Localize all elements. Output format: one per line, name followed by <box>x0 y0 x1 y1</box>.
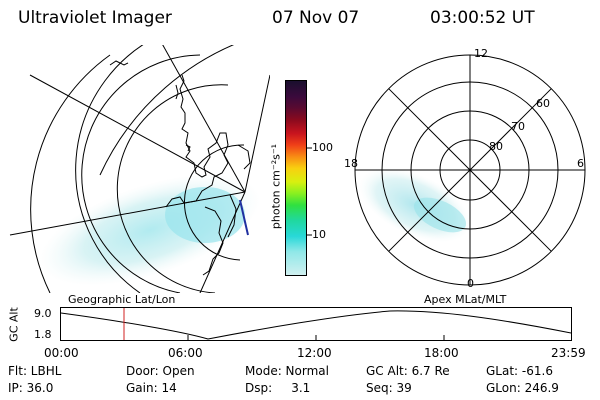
geo-map-label: Geographic Lat/Lon <box>68 293 176 306</box>
terminator-line <box>239 199 249 236</box>
geographic-map <box>9 45 270 293</box>
altitude-ylabel: GC Alt <box>7 307 21 342</box>
polar-label: Apex MLat/MLT <box>424 293 507 306</box>
graticule <box>9 45 270 293</box>
header-date: 07 Nov 07 <box>272 8 360 28</box>
altitude-xtick-2: 12:00 <box>297 346 332 360</box>
altitude-curve <box>60 310 572 340</box>
status-dsp: Dsp: 3.1 <box>245 381 311 395</box>
altitude-xtick-3: 18:00 <box>424 346 459 360</box>
polar-lat-80: 80 <box>489 140 503 153</box>
polar-lat-60: 60 <box>536 97 550 110</box>
polar-aurora-core <box>413 197 467 233</box>
altitude-plot-frame <box>60 307 572 341</box>
coastlines <box>109 60 251 276</box>
polar-mlt-0: 0 <box>467 277 474 290</box>
altitude-plot <box>60 307 572 341</box>
altitude-ytick-max: 9.0 <box>34 307 52 320</box>
status-door: Door: Open <box>126 364 195 378</box>
polar-mlt-6: 6 <box>577 157 584 170</box>
status-mode: Mode: Normal <box>245 364 329 378</box>
status-gc-alt: GC Alt: 6.7 Re <box>366 364 450 378</box>
altitude-xtick-4: 23:59 <box>551 346 586 360</box>
instrument-title: Ultraviolet Imager <box>18 8 172 28</box>
status-seq: Seq: 39 <box>366 381 412 395</box>
colorbar-tick-10: 10 <box>312 228 326 241</box>
colorbar-tick-100: 100 <box>312 141 333 154</box>
status-gain: Gain: 14 <box>126 381 177 395</box>
colorbar-unit-label: photon cm⁻²s⁻¹ <box>269 143 283 230</box>
status-glat: GLat: -61.6 <box>486 364 553 378</box>
polar-mlt-18: 18 <box>344 157 358 170</box>
status-glon: GLon: 246.9 <box>486 381 559 395</box>
colorbar <box>285 80 307 276</box>
colorbar-ticks <box>306 147 312 236</box>
header-time: 03:00:52 UT <box>430 8 535 28</box>
aurora-emission-core <box>165 187 245 243</box>
polar-plot <box>354 54 586 286</box>
status-filter: Flt: LBHL <box>8 364 62 378</box>
polar-diagonal-2 <box>388 88 552 252</box>
polar-mlt-12: 12 <box>474 47 488 60</box>
altitude-ytick-min: 1.8 <box>34 328 52 341</box>
polar-lat-70: 70 <box>511 120 525 133</box>
altitude-xtick-1: 06:00 <box>168 346 203 360</box>
status-ip: IP: 36.0 <box>8 381 54 395</box>
altitude-xtick-0: 00:00 <box>44 346 79 360</box>
